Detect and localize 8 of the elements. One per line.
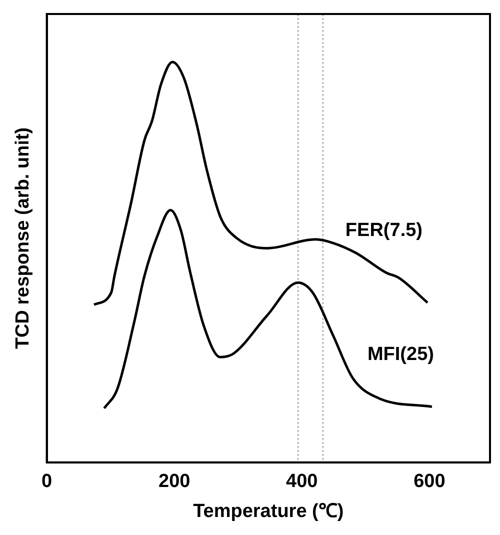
x-axis-title: Temperature (℃) (193, 500, 344, 522)
series-label: MFI(25) (367, 344, 434, 365)
series-label: FER(7.5) (345, 220, 423, 241)
x-tick-label: 200 (158, 471, 190, 492)
x-tick-label: 400 (286, 471, 318, 492)
x-tick-label: 600 (414, 471, 446, 492)
y-axis-title: TCD response (arb. unit) (12, 127, 34, 350)
x-tick-label: 0 (42, 471, 52, 492)
